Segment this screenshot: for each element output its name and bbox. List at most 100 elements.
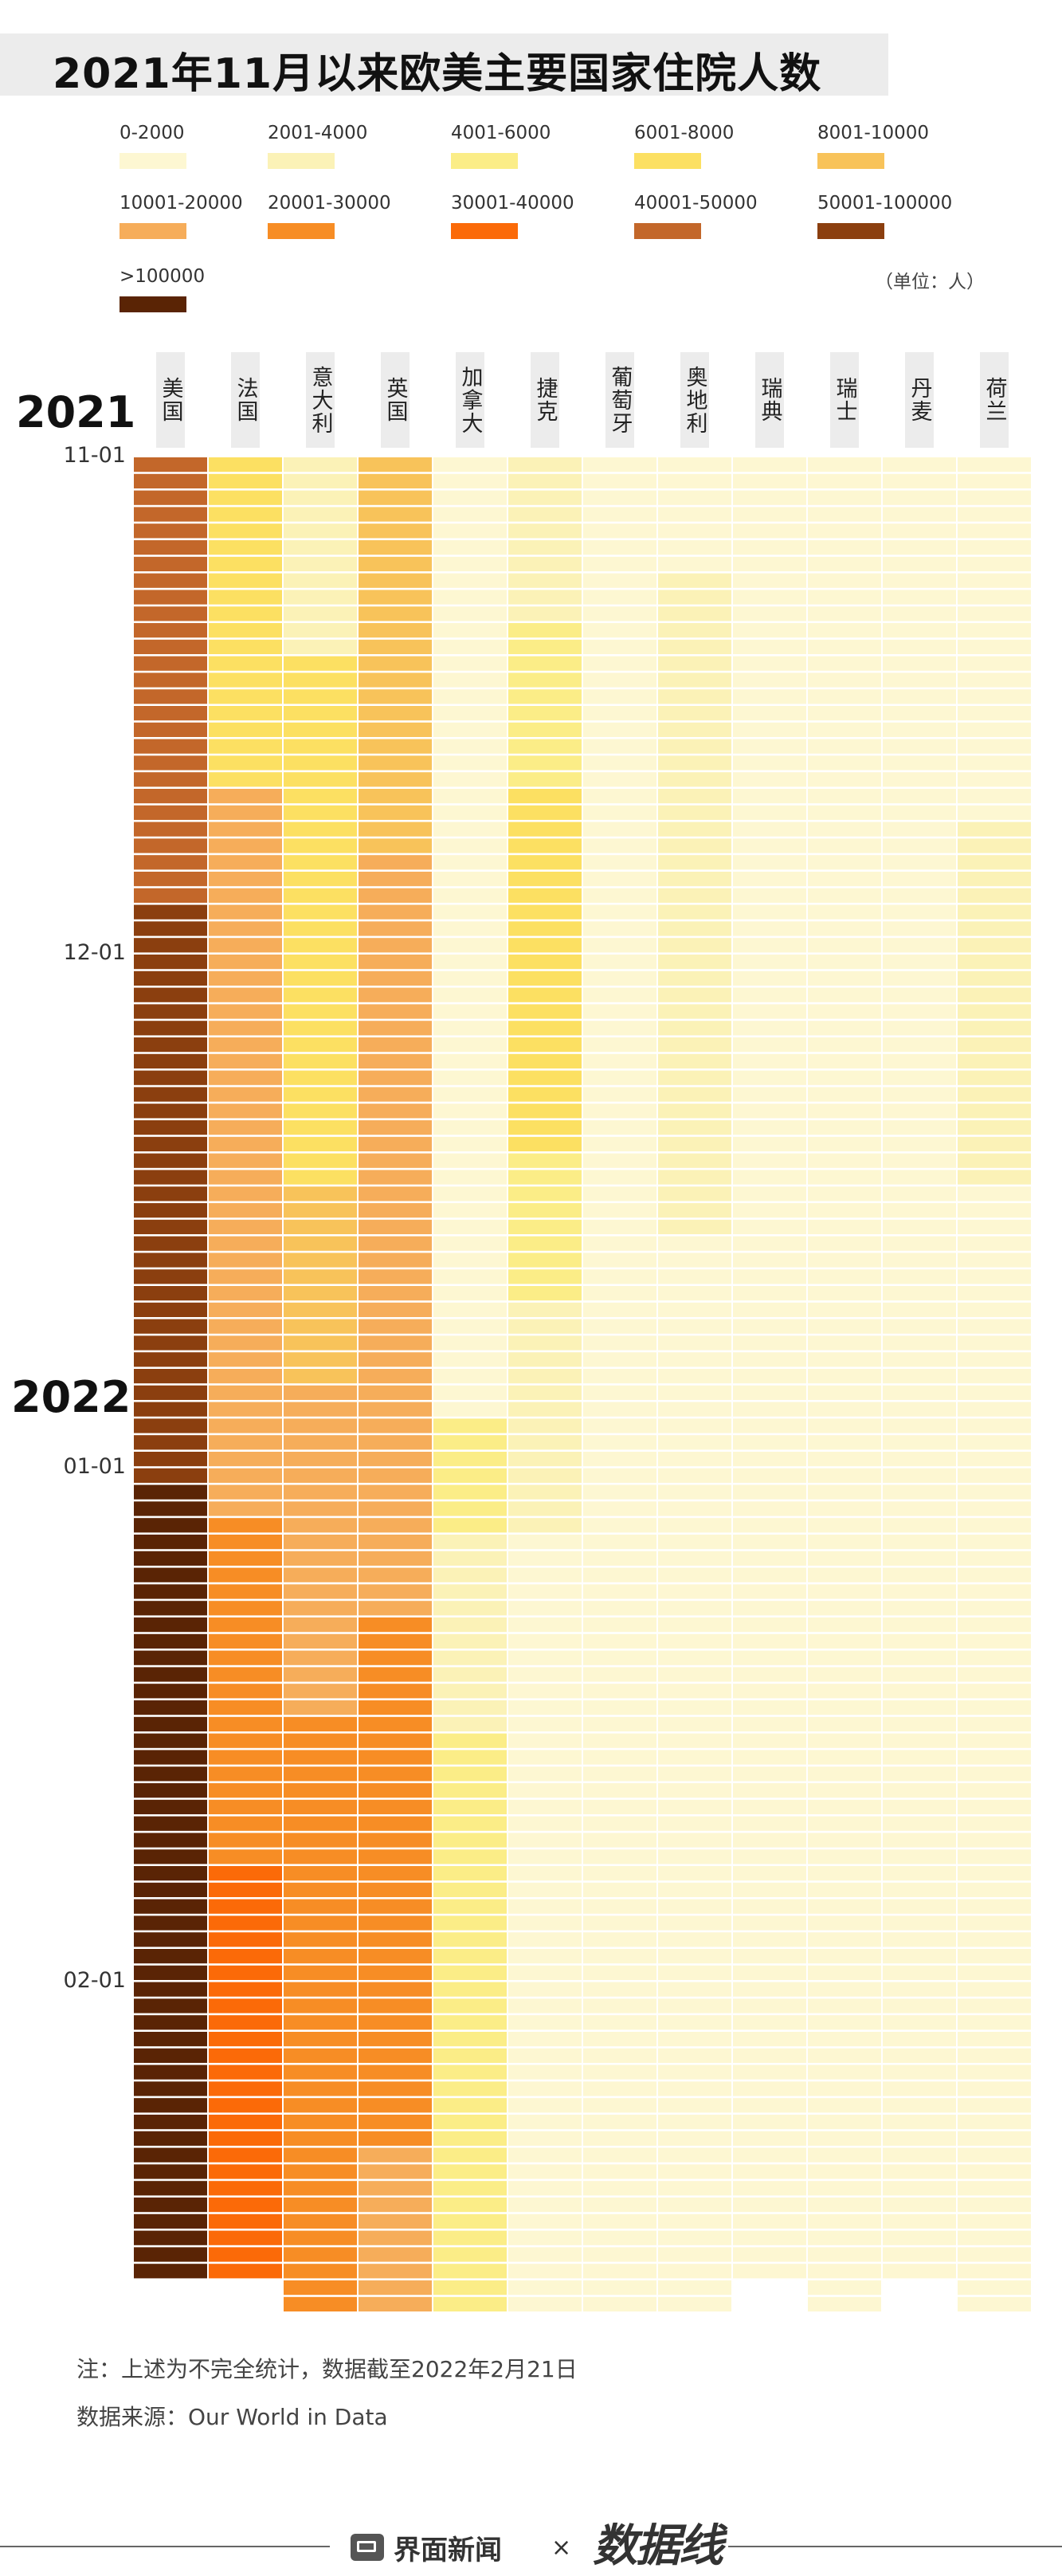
- footer-times: ×: [551, 2534, 572, 2562]
- heatmap-cell: [284, 1186, 357, 1202]
- heatmap-cell: [359, 1335, 432, 1351]
- heatmap-cell: [508, 1070, 582, 1085]
- heatmap-cell: [583, 1435, 656, 1450]
- heatmap-cell: [134, 457, 207, 472]
- heatmap-cell: [433, 772, 507, 787]
- heatmap-cell: [883, 838, 956, 853]
- heatmap-cell: [658, 1484, 731, 1500]
- heatmap-cell: [134, 1253, 207, 1268]
- heatmap-cell: [808, 1535, 881, 1550]
- heatmap-cell: [433, 955, 507, 970]
- heatmap-cell: [658, 2264, 731, 2279]
- heatmap-cell: [508, 672, 582, 688]
- heatmap-cell: [508, 1716, 582, 1731]
- heatmap-cell: [134, 2164, 207, 2179]
- country-header-label: 法国: [233, 377, 258, 423]
- heatmap-cell: [883, 722, 956, 737]
- heatmap-cell: [583, 573, 656, 588]
- source-text: 数据来源：Our World in Data: [76, 2404, 388, 2430]
- heatmap-cell: [958, 2296, 1031, 2311]
- heatmap-cell: [433, 2247, 507, 2262]
- heatmap-cell: [209, 888, 282, 903]
- heatmap-column: [209, 457, 282, 2279]
- heatmap-cell: [508, 1783, 582, 1798]
- heatmap-cell: [508, 1203, 582, 1218]
- heatmap-cell: [284, 2098, 357, 2113]
- heatmap-cell: [958, 2032, 1031, 2047]
- heatmap-cell: [508, 2164, 582, 2179]
- heatmap-cell: [583, 2081, 656, 2096]
- heatmap-cell: [433, 639, 507, 654]
- heatmap-cell: [658, 1733, 731, 1748]
- heatmap-cell: [658, 1667, 731, 1682]
- heatmap-cell: [134, 1783, 207, 1798]
- heatmap-cell: [284, 1684, 357, 1699]
- heatmap-cell: [359, 1219, 432, 1234]
- heatmap-cell: [583, 1253, 656, 1268]
- heatmap-cell: [583, 2247, 656, 2262]
- heatmap-cell: [433, 1468, 507, 1483]
- heatmap-cell: [583, 1335, 656, 1351]
- heatmap-cell: [958, 623, 1031, 638]
- heatmap-cell: [658, 1567, 731, 1582]
- heatmap-cell: [808, 556, 881, 571]
- heatmap-cell: [733, 1633, 806, 1649]
- heatmap-cell: [733, 523, 806, 539]
- heatmap-cell: [583, 2280, 656, 2296]
- heatmap-cell: [433, 1799, 507, 1814]
- heatmap-cell: [284, 2247, 357, 2262]
- heatmap-cell: [958, 1849, 1031, 1864]
- country-header: 英国: [381, 352, 410, 448]
- heatmap-cell: [958, 706, 1031, 721]
- heatmap-cell: [508, 755, 582, 770]
- heatmap-cell: [209, 1584, 282, 1599]
- heatmap-cell: [808, 1501, 881, 1516]
- heatmap-cell: [583, 1468, 656, 1483]
- heatmap-cell: [583, 1535, 656, 1550]
- heatmap-cell: [209, 623, 282, 638]
- heatmap-cell: [808, 1369, 881, 1384]
- heatmap-cell: [808, 1833, 881, 1848]
- heatmap-cell: [209, 556, 282, 571]
- heatmap-cell: [958, 1816, 1031, 1831]
- heatmap-cell: [958, 872, 1031, 887]
- heatmap-cell: [508, 855, 582, 870]
- heatmap-cell: [359, 606, 432, 621]
- heatmap-cell: [958, 1452, 1031, 1467]
- heatmap-cell: [883, 1369, 956, 1384]
- heatmap-cell: [808, 606, 881, 621]
- heatmap-cell: [433, 1965, 507, 1980]
- heatmap-cell: [284, 1584, 357, 1599]
- heatmap-cell: [359, 1004, 432, 1019]
- heatmap-cell: [433, 1418, 507, 1433]
- heatmap-cell: [433, 987, 507, 1002]
- heatmap-cell: [209, 656, 282, 671]
- heatmap-cell: [808, 1882, 881, 1897]
- heatmap-cell: [733, 1949, 806, 1964]
- heatmap-cell: [359, 1783, 432, 1798]
- heatmap-cell: [733, 921, 806, 936]
- heatmap-cell: [134, 556, 207, 571]
- heatmap-cell: [209, 1269, 282, 1284]
- heatmap-cell: [808, 1998, 881, 2013]
- legend-swatch: [451, 153, 518, 169]
- heatmap-cell: [658, 970, 731, 986]
- heatmap-cell: [209, 1849, 282, 1864]
- heatmap-cell: [583, 1932, 656, 1947]
- heatmap-cell: [134, 2081, 207, 2096]
- heatmap-cell: [284, 1087, 357, 1102]
- heatmap-cell: [284, 1899, 357, 1914]
- heatmap-cell: [883, 556, 956, 571]
- heatmap-cell: [508, 1833, 582, 1848]
- heatmap-cell: [209, 490, 282, 505]
- heatmap-cell: [733, 1899, 806, 1914]
- heatmap-cell: [658, 2032, 731, 2047]
- heatmap-cell: [958, 1567, 1031, 1582]
- heatmap-cell: [658, 2131, 731, 2146]
- heatmap-cell: [658, 1650, 731, 1665]
- heatmap-cell: [733, 1982, 806, 1997]
- heatmap-cell: [808, 1518, 881, 1533]
- heatmap-cell: [134, 1667, 207, 1682]
- heatmap-cell: [883, 955, 956, 970]
- heatmap-cell: [508, 606, 582, 621]
